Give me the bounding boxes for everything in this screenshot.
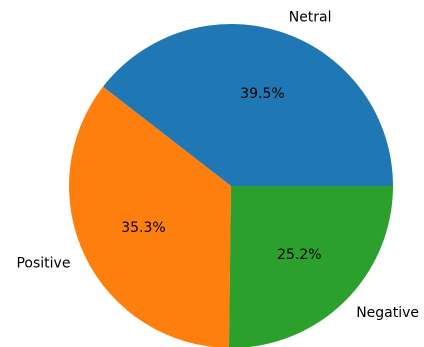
pie-slices: [69, 23, 394, 347]
pie-value-label-netral: 39.5%: [240, 86, 284, 102]
pie-slice-negative: [228, 186, 393, 347]
pie-slice-positive: [69, 86, 231, 347]
pie-category-label-positive: Positive: [16, 255, 70, 271]
pie-labels: 39.5% Netral 35.3% Positive 25.2% Negative: [16, 9, 419, 320]
pie-value-label-negative: 25.2%: [277, 247, 321, 263]
pie-category-label-negative: Negative: [356, 305, 419, 321]
pie-category-label-netral: Netral: [289, 9, 332, 25]
pie-value-label-positive: 35.3%: [121, 220, 165, 236]
pie-slice-netral: [102, 23, 394, 187]
